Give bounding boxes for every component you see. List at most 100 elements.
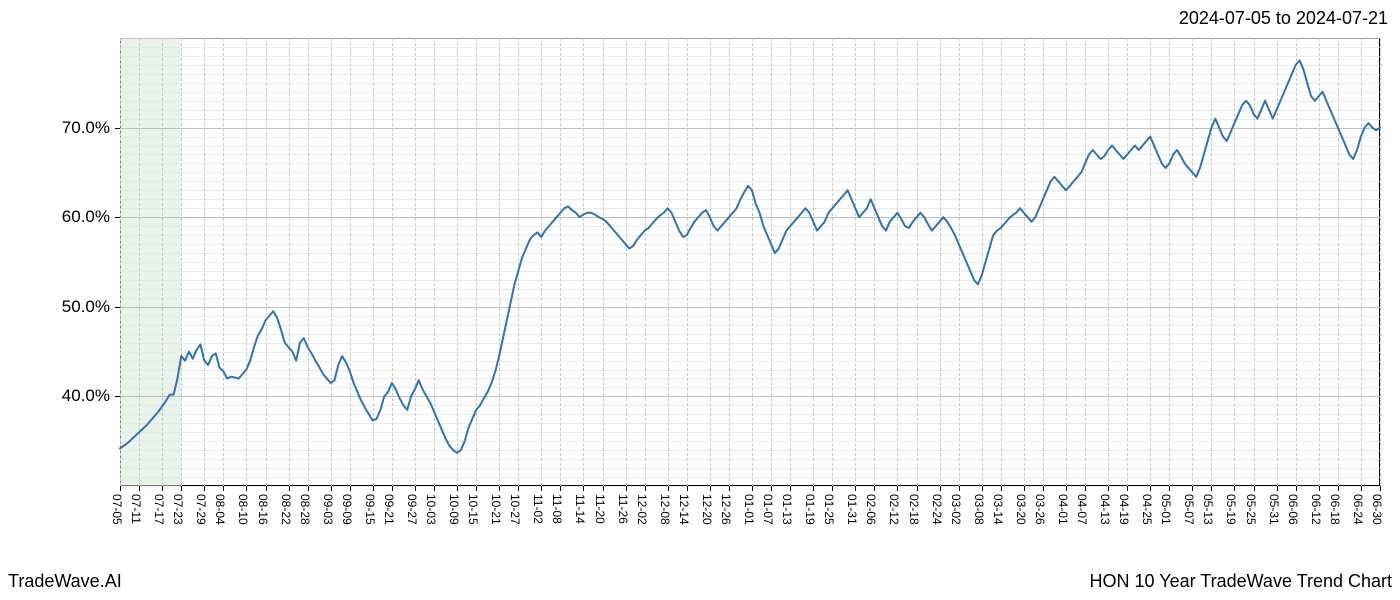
h-gridline <box>120 486 1380 487</box>
x-tick-mark <box>710 486 711 491</box>
x-tick-mark <box>204 486 205 491</box>
x-tick-label: 02-06 <box>864 494 878 525</box>
x-tick-label: 03-26 <box>1033 494 1047 525</box>
y-tick-label: 70.0% <box>30 118 110 138</box>
x-tick-mark <box>476 486 477 491</box>
x-tick-mark <box>457 486 458 491</box>
x-tick-label: 04-19 <box>1117 494 1131 525</box>
x-tick-mark <box>350 486 351 491</box>
x-tick-mark <box>668 486 669 491</box>
x-tick-label: 08-16 <box>256 494 270 525</box>
x-tick-label: 01-25 <box>822 494 836 525</box>
x-tick-mark <box>518 486 519 491</box>
x-tick-mark <box>855 486 856 491</box>
x-tick-label: 05-01 <box>1159 494 1173 525</box>
x-tick-mark <box>415 486 416 491</box>
x-tick-mark <box>223 486 224 491</box>
x-tick-mark <box>1361 486 1362 491</box>
x-tick-mark <box>308 486 309 491</box>
x-tick-label: 09-09 <box>340 494 354 525</box>
x-tick-label: 12-08 <box>658 494 672 525</box>
v-gridline <box>1380 38 1381 486</box>
x-tick-label: 07-23 <box>171 494 185 525</box>
x-tick-mark <box>1234 486 1235 491</box>
x-tick-label: 07-17 <box>152 494 166 525</box>
x-tick-label: 07-29 <box>194 494 208 525</box>
y-tick-mark <box>115 128 120 129</box>
y-tick-mark <box>115 396 120 397</box>
x-tick-label: 05-25 <box>1244 494 1258 525</box>
x-tick-label: 05-19 <box>1224 494 1238 525</box>
x-tick-mark <box>1108 486 1109 491</box>
x-tick-mark <box>1319 486 1320 491</box>
trend-line <box>120 60 1380 452</box>
x-tick-mark <box>982 486 983 491</box>
x-tick-label: 02-12 <box>887 494 901 525</box>
x-tick-label: 10-09 <box>447 494 461 525</box>
y-tick-label: 60.0% <box>30 207 110 227</box>
x-tick-mark <box>897 486 898 491</box>
trend-line-svg <box>120 38 1380 486</box>
x-tick-mark <box>246 486 247 491</box>
x-tick-mark <box>1024 486 1025 491</box>
x-tick-label: 12-02 <box>635 494 649 525</box>
x-tick-label: 06-18 <box>1328 494 1342 525</box>
x-tick-mark <box>1277 486 1278 491</box>
x-tick-mark <box>373 486 374 491</box>
x-tick-label: 10-21 <box>489 494 503 525</box>
x-tick-mark <box>541 486 542 491</box>
date-range-title: 2024-07-05 to 2024-07-21 <box>1179 8 1388 29</box>
x-tick-mark <box>162 486 163 491</box>
x-tick-label: 03-08 <box>972 494 986 525</box>
brand-label: TradeWave.AI <box>8 571 122 592</box>
x-tick-label: 11-20 <box>593 494 607 524</box>
x-tick-label: 08-22 <box>279 494 293 525</box>
x-tick-mark <box>1001 486 1002 491</box>
x-tick-mark <box>1211 486 1212 491</box>
x-tick-mark <box>434 486 435 491</box>
x-tick-label: 06-30 <box>1370 494 1384 525</box>
x-tick-label: 09-21 <box>382 494 396 525</box>
x-tick-label: 09-15 <box>363 494 377 525</box>
x-tick-label: 12-20 <box>700 494 714 525</box>
x-tick-mark <box>959 486 960 491</box>
x-tick-label: 12-14 <box>677 494 691 525</box>
x-tick-label: 08-28 <box>298 494 312 525</box>
x-tick-mark <box>560 486 561 491</box>
x-tick-label: 04-13 <box>1098 494 1112 525</box>
x-tick-mark <box>1192 486 1193 491</box>
x-tick-label: 01-13 <box>780 494 794 525</box>
x-tick-label: 05-07 <box>1182 494 1196 525</box>
x-tick-mark <box>583 486 584 491</box>
x-tick-mark <box>1254 486 1255 491</box>
x-tick-mark <box>813 486 814 491</box>
x-tick-mark <box>940 486 941 491</box>
x-tick-mark <box>752 486 753 491</box>
y-tick-mark <box>115 307 120 308</box>
x-tick-label: 09-03 <box>321 494 335 525</box>
x-tick-mark <box>1338 486 1339 491</box>
x-tick-mark <box>266 486 267 491</box>
x-tick-mark <box>1296 486 1297 491</box>
x-tick-mark <box>645 486 646 491</box>
x-tick-label: 10-27 <box>508 494 522 525</box>
x-tick-label: 05-31 <box>1267 494 1281 525</box>
x-tick-mark <box>120 486 121 491</box>
x-tick-label: 07-11 <box>129 494 143 524</box>
x-tick-label: 11-14 <box>573 494 587 524</box>
x-tick-label: 08-04 <box>213 494 227 525</box>
y-tick-label: 50.0% <box>30 297 110 317</box>
x-tick-label: 11-02 <box>531 494 545 524</box>
x-tick-label: 06-24 <box>1351 494 1365 525</box>
x-tick-mark <box>729 486 730 491</box>
x-tick-mark <box>331 486 332 491</box>
x-tick-label: 03-14 <box>991 494 1005 525</box>
y-tick-label: 40.0% <box>30 386 110 406</box>
x-tick-mark <box>874 486 875 491</box>
chart-plot-area <box>120 38 1380 486</box>
x-tick-mark <box>687 486 688 491</box>
x-tick-mark <box>1043 486 1044 491</box>
x-tick-label: 04-25 <box>1140 494 1154 525</box>
x-tick-label: 02-24 <box>930 494 944 525</box>
x-tick-mark <box>499 486 500 491</box>
